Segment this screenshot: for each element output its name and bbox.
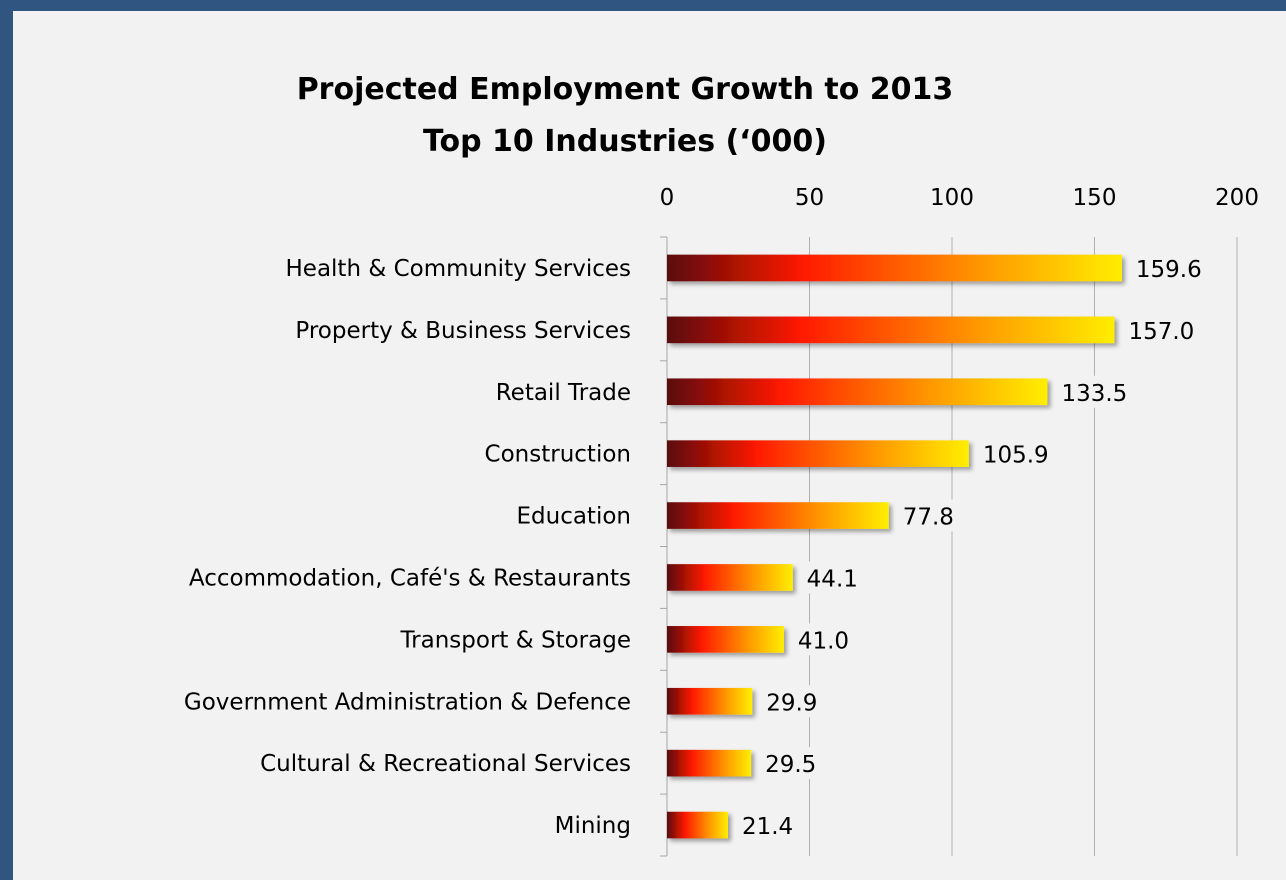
category-label-7: Transport & Storage [400,627,631,653]
category-label-2: Property & Business Services [295,318,631,344]
data-label-background [1131,251,1213,284]
data-label-background [793,623,860,656]
bar-5 [667,502,889,529]
x-tick-label-200: 200 [1215,185,1259,211]
x-tick-label-50: 50 [795,185,824,211]
x-tick-label-0: 0 [660,185,675,211]
bar-1 [667,254,1122,282]
data-label-background [762,685,829,718]
x-tick-label-150: 150 [1073,185,1117,211]
category-label-4: Construction [485,442,631,468]
data-label-3: 133.5 [1061,381,1127,407]
category-label-8: Government Administration & Defence [184,689,631,715]
data-label-7: 41.0 [798,628,849,654]
data-label-background [1057,375,1138,408]
x-tick-label-100: 100 [930,185,974,211]
category-label-3: Retail Trade [496,380,631,406]
category-label-10: Mining [555,813,631,839]
data-label-2: 157.0 [1128,319,1194,345]
bar-7 [667,626,784,653]
data-label-8: 29.9 [766,690,817,716]
bar-chart: Projected Employment Growth to 2013 Top … [184,72,1259,857]
chart-title-line-1: Projected Employment Growth to 2013 [297,72,954,107]
data-label-background [802,561,869,594]
data-label-background [898,499,965,532]
data-label-background [1124,313,1205,346]
bar-2 [667,316,1115,344]
category-label-9: Cultural & Recreational Services [260,751,631,777]
data-label-background [978,437,1060,470]
data-label-background [737,809,804,842]
data-label-5: 77.8 [903,505,954,531]
data-label-9: 29.5 [765,752,816,778]
bar-4 [667,440,969,467]
chart-frame: Projected Employment Growth to 2013 Top … [13,11,1286,880]
bar-9 [667,749,752,777]
category-label-5: Education [516,504,631,530]
bar-10 [667,811,728,839]
data-label-background [761,747,828,780]
bar-8 [667,687,753,715]
category-label-6: Accommodation, Café's & Restaurants [189,565,631,591]
category-label-1: Health & Community Services [286,256,632,282]
chart-title-line-2: Top 10 Industries (‘000) [423,124,827,159]
bar-6 [667,564,793,591]
data-label-1: 159.6 [1136,257,1202,283]
data-label-6: 44.1 [807,566,858,592]
bar-3 [667,378,1048,406]
data-label-4: 105.9 [983,443,1049,469]
data-label-10: 21.4 [742,814,793,840]
